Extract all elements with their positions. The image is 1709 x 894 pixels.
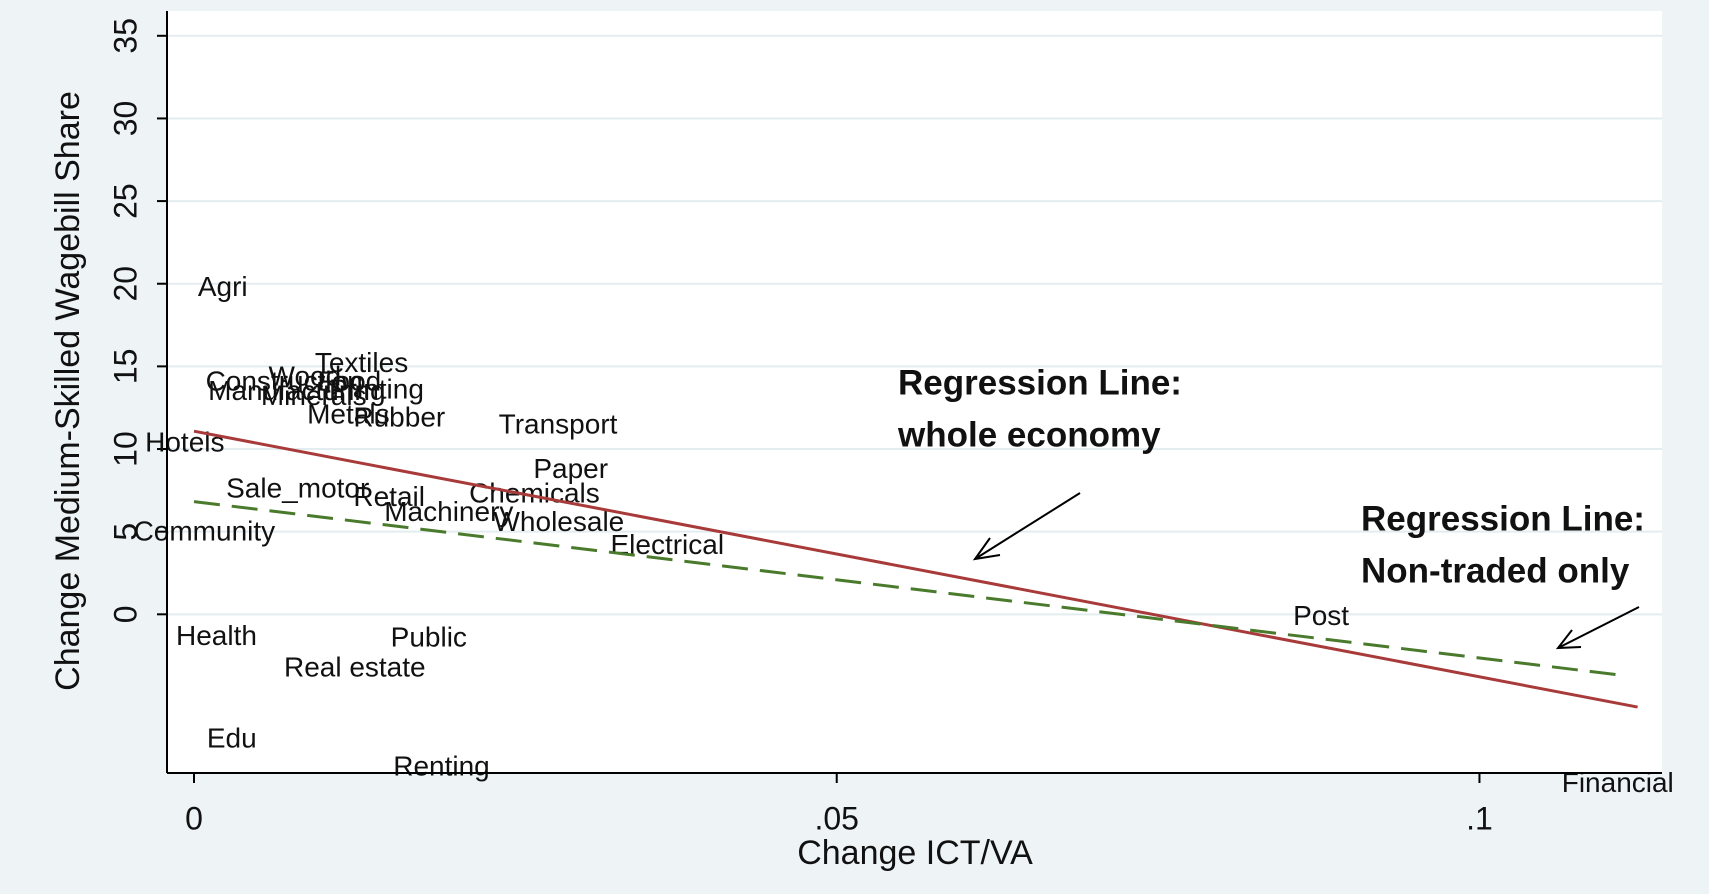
arrow xyxy=(1557,606,1640,649)
x-axis-label: Change ICT/VA xyxy=(797,834,1033,872)
annotation: Regression Line: xyxy=(898,363,1182,402)
plot-area xyxy=(167,11,1662,773)
annotation: whole economy xyxy=(897,415,1161,454)
point-label: Renting xyxy=(393,750,490,781)
point-label: Sale_motor xyxy=(226,473,369,504)
y-tick-label: 5 xyxy=(107,523,143,541)
points: Agri TextilesConstructionWoodFoodManufact… xyxy=(134,271,1674,798)
point-label: Metals xyxy=(307,398,389,429)
annotation: Regression Line: xyxy=(1361,499,1645,538)
point-label: Health xyxy=(176,620,257,651)
point-label: Manufacturing xyxy=(208,375,385,406)
x-tick-label: .05 xyxy=(814,800,858,836)
annotations: Regression Line: whole economy Regression … xyxy=(897,363,1645,590)
point-label: Public xyxy=(391,622,467,653)
fit-lines xyxy=(193,429,1638,709)
point-label: Edu xyxy=(207,722,257,753)
point-label: Financial xyxy=(1562,767,1674,798)
point-label: Transport xyxy=(499,408,618,439)
x-tick-label: 0 xyxy=(185,800,203,836)
y-tick-label: 15 xyxy=(107,349,143,385)
arrow-head xyxy=(972,537,1001,561)
y-axis-label: Change Medium-Skilled Wagebill Share xyxy=(49,91,87,691)
grid: 0 5 10 15 20 25 30 35 0 .05 .1 xyxy=(107,18,1662,836)
point-label: Rubber xyxy=(353,402,445,433)
y-tick-label: 25 xyxy=(107,183,143,219)
point-label: Wholesale xyxy=(494,506,625,537)
point-label: Real estate xyxy=(284,651,426,682)
point-label: Textiles xyxy=(315,347,408,378)
point-label: Post xyxy=(1293,600,1349,631)
point-label: Food xyxy=(317,365,381,396)
point-label: Wood xyxy=(269,360,342,391)
fit-line xyxy=(193,500,1627,678)
fit-line xyxy=(193,429,1638,709)
point-label: Printing xyxy=(329,374,424,405)
point-label: Retail xyxy=(353,481,425,512)
point-label: Paper xyxy=(533,453,608,484)
y-tick-label: 20 xyxy=(107,266,143,302)
point-label: Agri xyxy=(198,271,248,302)
y-tick-label: 10 xyxy=(107,431,143,467)
annotation: Non-traded only xyxy=(1361,551,1630,590)
point-label: Construction xyxy=(206,365,363,396)
point-label: Community xyxy=(134,516,276,547)
point-label: Machinery xyxy=(384,496,513,527)
y-tick-label: 35 xyxy=(107,18,143,54)
y-tick-label: 30 xyxy=(107,101,143,137)
y-tick-label: 0 xyxy=(107,605,143,623)
point-label: Hotels xyxy=(145,426,224,457)
x-tick-label: .1 xyxy=(1466,800,1493,836)
arrow xyxy=(974,492,1081,560)
arrow-head xyxy=(1555,629,1582,650)
point-label: Minerals xyxy=(261,380,367,411)
